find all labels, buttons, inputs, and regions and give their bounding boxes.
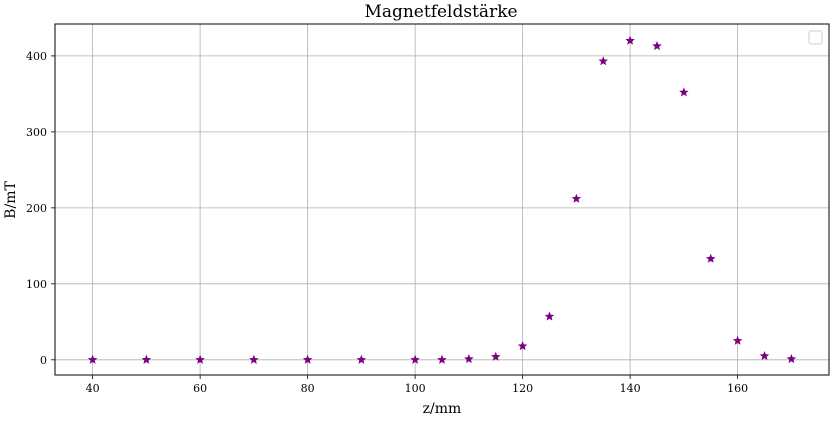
data-point	[141, 354, 152, 364]
data-point	[464, 354, 474, 364]
data-points	[87, 35, 797, 364]
data-point	[652, 41, 662, 51]
x-tick-label: 120	[512, 382, 533, 395]
data-point	[786, 354, 797, 364]
legend-box	[808, 30, 823, 45]
data-point	[705, 253, 716, 263]
data-point	[437, 354, 447, 364]
x-tick-label: 80	[301, 382, 315, 395]
grid	[55, 24, 829, 375]
y-tick-label: 0	[40, 354, 47, 367]
data-point	[490, 351, 501, 361]
data-point	[732, 335, 743, 345]
data-point	[679, 87, 689, 97]
y-tick-label: 200	[26, 202, 47, 215]
x-axis-ticks: 40 60 80 100 120 140 160	[86, 375, 748, 395]
plot-frame	[54, 23, 830, 376]
data-point	[544, 311, 555, 321]
y-axis-label: B/mT	[3, 181, 19, 219]
data-point	[625, 35, 635, 45]
data-point	[195, 354, 205, 364]
y-axis-ticks: 0 100 200 300 400	[26, 50, 55, 367]
data-point	[571, 193, 582, 203]
y-tick-label: 100	[26, 278, 47, 291]
y-tick-label: 300	[26, 126, 47, 139]
x-tick-label: 40	[86, 382, 100, 395]
data-point	[87, 354, 98, 364]
data-point	[410, 354, 420, 364]
x-tick-label: 160	[727, 382, 748, 395]
data-point	[356, 354, 367, 364]
x-tick-label: 60	[193, 382, 207, 395]
chart-title: Magnetfeldstärke	[364, 2, 517, 22]
data-point	[517, 341, 528, 351]
data-point	[249, 354, 259, 364]
data-point	[598, 56, 609, 66]
data-point	[759, 351, 770, 361]
x-axis-label: z/mm	[423, 401, 462, 417]
y-tick-label: 400	[26, 50, 47, 63]
x-tick-label: 140	[620, 382, 641, 395]
data-point	[302, 354, 313, 364]
x-tick-label: 100	[405, 382, 426, 395]
